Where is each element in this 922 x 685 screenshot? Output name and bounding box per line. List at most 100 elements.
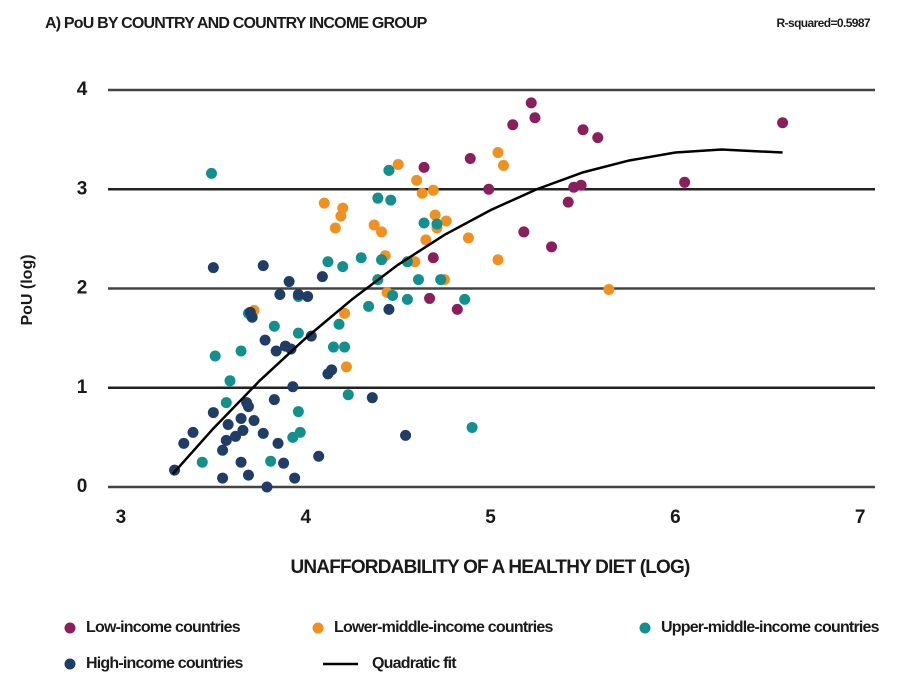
y-tick-label: 3 xyxy=(77,178,88,199)
point xyxy=(427,252,439,264)
point xyxy=(366,392,378,404)
point xyxy=(289,472,301,484)
point xyxy=(400,429,412,441)
point xyxy=(294,426,306,438)
point xyxy=(283,276,295,288)
point xyxy=(363,300,375,312)
point xyxy=(235,456,247,468)
point xyxy=(435,274,447,286)
point xyxy=(224,375,236,387)
point xyxy=(418,161,430,173)
point xyxy=(242,469,254,481)
point xyxy=(355,252,367,264)
y-tick-label: 1 xyxy=(77,377,88,398)
x-axis-label: UNAFFORDABILITY OF A HEALTHY DIET (LOG) xyxy=(290,557,690,578)
x-tick-label: 3 xyxy=(116,507,127,528)
point xyxy=(287,381,299,393)
point xyxy=(313,450,325,462)
point xyxy=(427,184,439,196)
point xyxy=(340,361,352,373)
point xyxy=(327,341,339,353)
point xyxy=(416,187,428,199)
point xyxy=(268,394,280,406)
legend-marker xyxy=(639,622,651,634)
legend-label: Low-income countries xyxy=(86,619,241,636)
point xyxy=(217,472,229,484)
point xyxy=(257,260,269,272)
point xyxy=(259,334,271,346)
x-tick-label: 7 xyxy=(855,507,866,528)
point xyxy=(679,176,691,188)
point xyxy=(387,289,399,301)
point xyxy=(412,274,424,286)
chart-title: A) PoU BY COUNTRY AND COUNTRY INCOME GRO… xyxy=(45,15,428,32)
point xyxy=(322,256,334,268)
point xyxy=(222,418,234,430)
point xyxy=(507,119,519,131)
point xyxy=(268,320,280,332)
point xyxy=(261,481,273,493)
point xyxy=(339,341,351,353)
point xyxy=(376,254,388,266)
point xyxy=(187,426,199,438)
point xyxy=(466,421,478,433)
point xyxy=(459,293,471,305)
point xyxy=(242,401,254,413)
point xyxy=(178,437,190,449)
point xyxy=(220,434,232,446)
point xyxy=(333,318,345,330)
point xyxy=(292,327,304,339)
point xyxy=(207,407,219,419)
point xyxy=(577,124,589,136)
annotation: R-squared=0.5987 xyxy=(777,16,871,30)
point xyxy=(207,262,219,274)
point xyxy=(777,117,789,129)
point xyxy=(429,209,441,221)
x-tick-label: 4 xyxy=(300,507,311,528)
legend-label: Upper-middle-income countries xyxy=(661,619,880,636)
point xyxy=(272,437,284,449)
point xyxy=(592,132,604,144)
point xyxy=(462,232,474,244)
point xyxy=(196,456,208,468)
point xyxy=(337,261,349,273)
point xyxy=(401,293,413,305)
point xyxy=(451,303,463,315)
point xyxy=(529,112,541,124)
point xyxy=(562,196,574,208)
point xyxy=(525,97,537,109)
point xyxy=(305,330,317,342)
fit-line xyxy=(171,148,783,475)
point xyxy=(217,444,229,456)
point xyxy=(205,167,217,179)
point xyxy=(209,350,221,362)
point xyxy=(401,256,413,268)
point xyxy=(498,159,510,171)
point xyxy=(220,397,232,409)
point xyxy=(418,217,430,229)
point xyxy=(518,226,530,238)
point xyxy=(292,406,304,418)
point xyxy=(464,152,476,164)
point xyxy=(546,241,558,253)
point xyxy=(270,345,282,357)
point xyxy=(603,283,615,295)
point xyxy=(420,234,432,246)
point xyxy=(492,147,504,159)
point xyxy=(265,455,277,467)
point xyxy=(440,215,452,227)
point xyxy=(392,158,404,170)
point xyxy=(431,218,443,230)
point xyxy=(237,424,249,436)
point xyxy=(278,457,290,469)
point xyxy=(342,389,354,401)
point xyxy=(424,292,436,304)
point xyxy=(235,345,247,357)
point xyxy=(383,164,395,176)
point xyxy=(339,307,351,319)
point xyxy=(316,271,328,283)
point xyxy=(285,343,297,355)
y-tick-label: 4 xyxy=(77,79,88,100)
legend-marker xyxy=(64,622,76,634)
